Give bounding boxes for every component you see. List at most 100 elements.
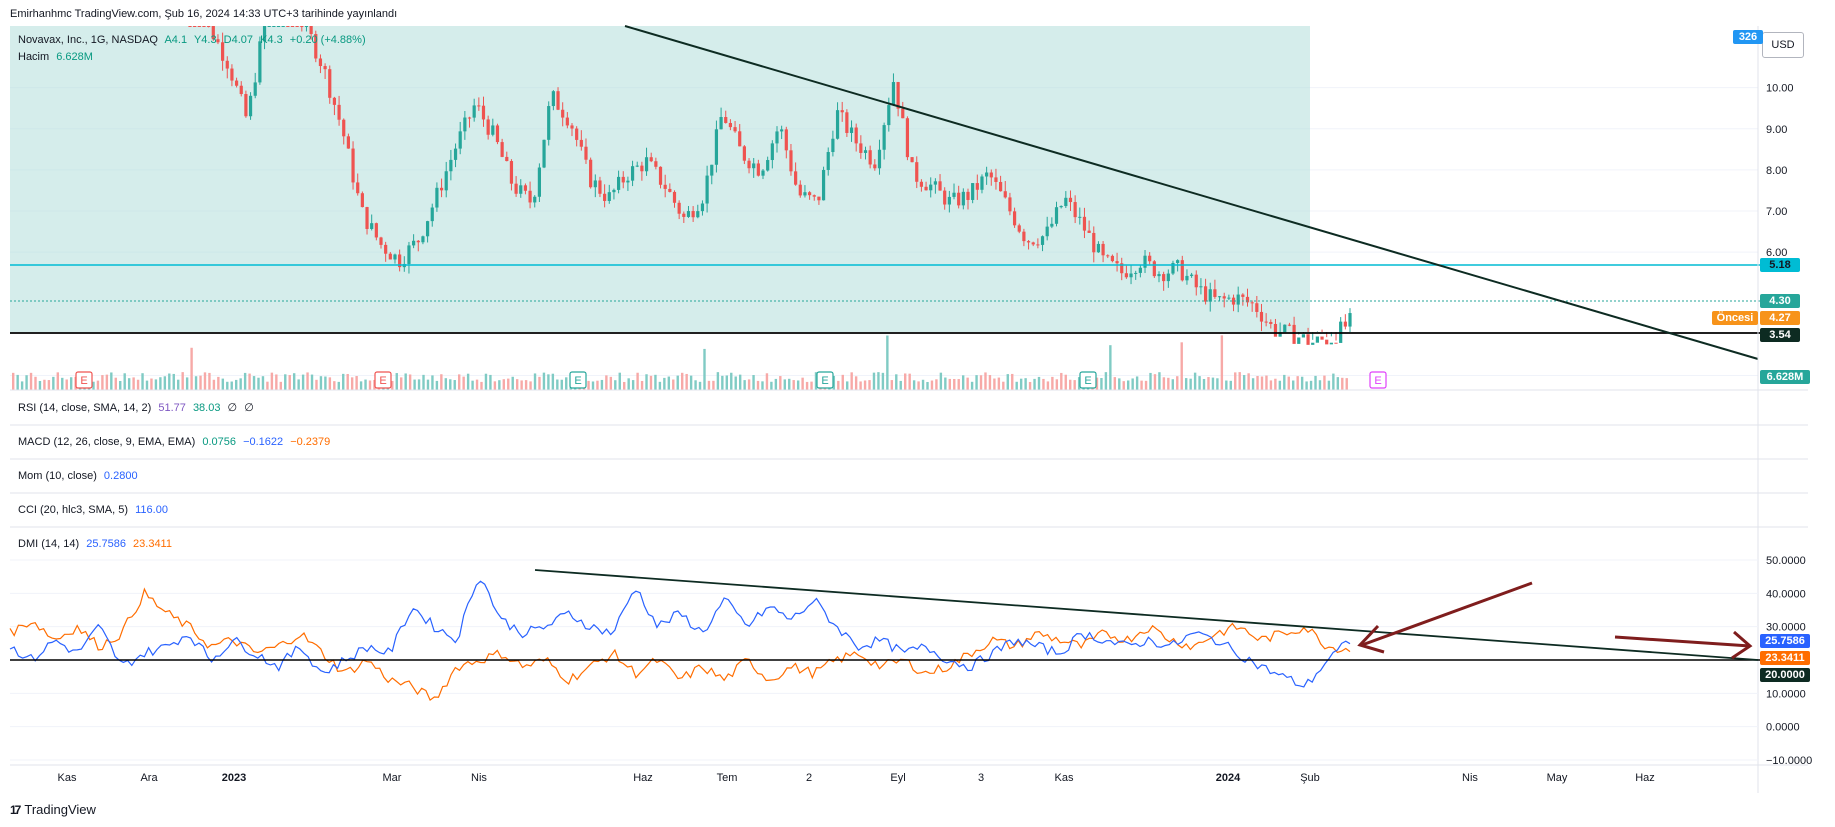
tradingview-logo[interactable]: 17 TradingView xyxy=(10,802,96,817)
candle-body-111 xyxy=(705,175,709,204)
candle-body-81 xyxy=(565,117,569,126)
macd-label: MACD (12, 26, close, 9, EMA, EMA) xyxy=(18,436,196,448)
candle-body-49 xyxy=(416,240,420,243)
candle-body-59 xyxy=(463,117,467,132)
macd-v2: −0.1622 xyxy=(243,436,284,448)
rsi-label: RSI (14, close, SMA, 14, 2) xyxy=(18,402,152,414)
dmi-axis: 50.000040.000030.000020.000010.00000.000… xyxy=(1766,555,1812,767)
earnings-marker-5: E xyxy=(1369,371,1387,389)
currency-button[interactable]: USD xyxy=(1762,32,1804,58)
candle-body-82 xyxy=(570,125,574,129)
volume-bar-235 xyxy=(1060,372,1063,390)
time-tick-6: Tem xyxy=(717,772,738,784)
time-tick-1: Ara xyxy=(140,772,158,784)
candle-body-208 xyxy=(1157,274,1161,277)
volume-bar-191 xyxy=(863,380,867,390)
time-tick-14: May xyxy=(1547,772,1568,784)
candle-body-4 xyxy=(207,26,211,27)
volume-bar-231 xyxy=(1042,378,1045,390)
volume-bar-3 xyxy=(25,375,28,390)
rsi-legend[interactable]: RSI (14, close, SMA, 14, 2) 51.77 38.03 … xyxy=(18,401,258,414)
volume-bar-148 xyxy=(672,379,675,390)
earnings-letter-0: E xyxy=(80,375,87,387)
candle-body-120 xyxy=(747,160,751,169)
dmi-trendline xyxy=(534,569,1759,661)
volume-bar-210 xyxy=(948,378,951,390)
candle-body-27 xyxy=(314,34,318,59)
candle-body-131 xyxy=(798,184,802,196)
volume-bar-133 xyxy=(605,375,608,390)
volume-bar-105 xyxy=(480,381,483,390)
candle-body-51 xyxy=(425,221,430,237)
cci-legend[interactable]: CCI (20, hlc3, SMA, 5) 116.00 xyxy=(18,504,172,516)
candle-body-18 xyxy=(272,26,276,27)
volume-bar-206 xyxy=(930,380,934,390)
dmi-v2: 23.3411 xyxy=(133,538,172,550)
volume-bar-278 xyxy=(1251,378,1255,390)
dmi-label: DMI (14, 14) xyxy=(18,538,80,550)
volume-bar-50 xyxy=(235,379,238,390)
mom-legend[interactable]: Mom (10, close) 0.2800 xyxy=(18,470,142,482)
volume-bar-33 xyxy=(159,377,162,390)
candle-body-104 xyxy=(672,191,677,203)
candle-body-10 xyxy=(234,80,239,86)
candle-body-25 xyxy=(304,26,309,27)
volume-bar-266 xyxy=(1198,376,1201,390)
dmi-legend[interactable]: DMI (14, 14) 25.7586 23.3411 xyxy=(18,538,176,550)
earnings-box-1 xyxy=(374,371,392,389)
time-tick-5: Haz xyxy=(633,772,653,784)
volume-bar-96 xyxy=(440,374,443,390)
volume-bar-51 xyxy=(239,378,242,390)
candle-body-66 xyxy=(495,125,500,143)
volume-bar-107 xyxy=(489,374,492,390)
candle-body-102 xyxy=(663,184,667,189)
volume-bar-209 xyxy=(944,377,947,390)
candle-body-227 xyxy=(1245,296,1250,303)
candle-body-54 xyxy=(439,187,444,191)
volume-bar-239 xyxy=(1077,377,1081,390)
earnings-box-5 xyxy=(1369,371,1387,389)
macd-legend[interactable]: MACD (12, 26, close, 9, EMA, EMA) 0.0756… xyxy=(18,436,334,448)
volume-bar-299 xyxy=(1345,378,1348,390)
volume-bar-226 xyxy=(1019,378,1023,390)
candle-body-26 xyxy=(309,26,313,35)
candle-body-217 xyxy=(1199,286,1203,288)
volume-bar-56 xyxy=(261,376,265,390)
volume-bar-265 xyxy=(1193,372,1197,390)
candle-body-135 xyxy=(817,196,821,201)
volume-bar-184 xyxy=(832,375,836,390)
earnings-letter-3: E xyxy=(821,375,828,387)
volume-bar-251 xyxy=(1131,378,1134,390)
volume-bar-268 xyxy=(1207,377,1210,390)
candle-body-45 xyxy=(398,254,402,268)
candle-body-138 xyxy=(831,138,835,153)
candle-body-101 xyxy=(658,166,663,185)
volume-bar-262 xyxy=(1180,342,1183,390)
volume-bar-100 xyxy=(458,374,461,390)
candle-body-159 xyxy=(929,184,933,191)
candle-body-186 xyxy=(1054,207,1059,224)
volume-bar-248 xyxy=(1118,378,1121,390)
candle-body-143 xyxy=(854,127,858,144)
candle-body-147 xyxy=(873,164,877,169)
volume-bar-55 xyxy=(257,377,260,390)
price-tick-0: 10.00 xyxy=(1766,83,1794,95)
candle-body-202 xyxy=(1129,273,1133,278)
volume-bar-272 xyxy=(1225,380,1228,390)
volume-bars xyxy=(12,335,1348,390)
volume-bar-108 xyxy=(493,381,497,390)
volume-bar-201 xyxy=(908,373,911,390)
candle-body-190 xyxy=(1073,202,1077,218)
volume-bar-295 xyxy=(1327,380,1331,390)
volume-bar-149 xyxy=(676,375,679,390)
volume-bar-192 xyxy=(868,380,871,390)
volume-bar-171 xyxy=(774,378,778,390)
candle-body-245 xyxy=(1329,342,1333,345)
candle-body-187 xyxy=(1059,206,1063,208)
mom-label: Mom (10, close) xyxy=(18,470,97,482)
candle-body-170 xyxy=(980,176,984,190)
volume-bar-136 xyxy=(618,372,621,390)
ohlc-low: D4.07 xyxy=(223,34,254,46)
